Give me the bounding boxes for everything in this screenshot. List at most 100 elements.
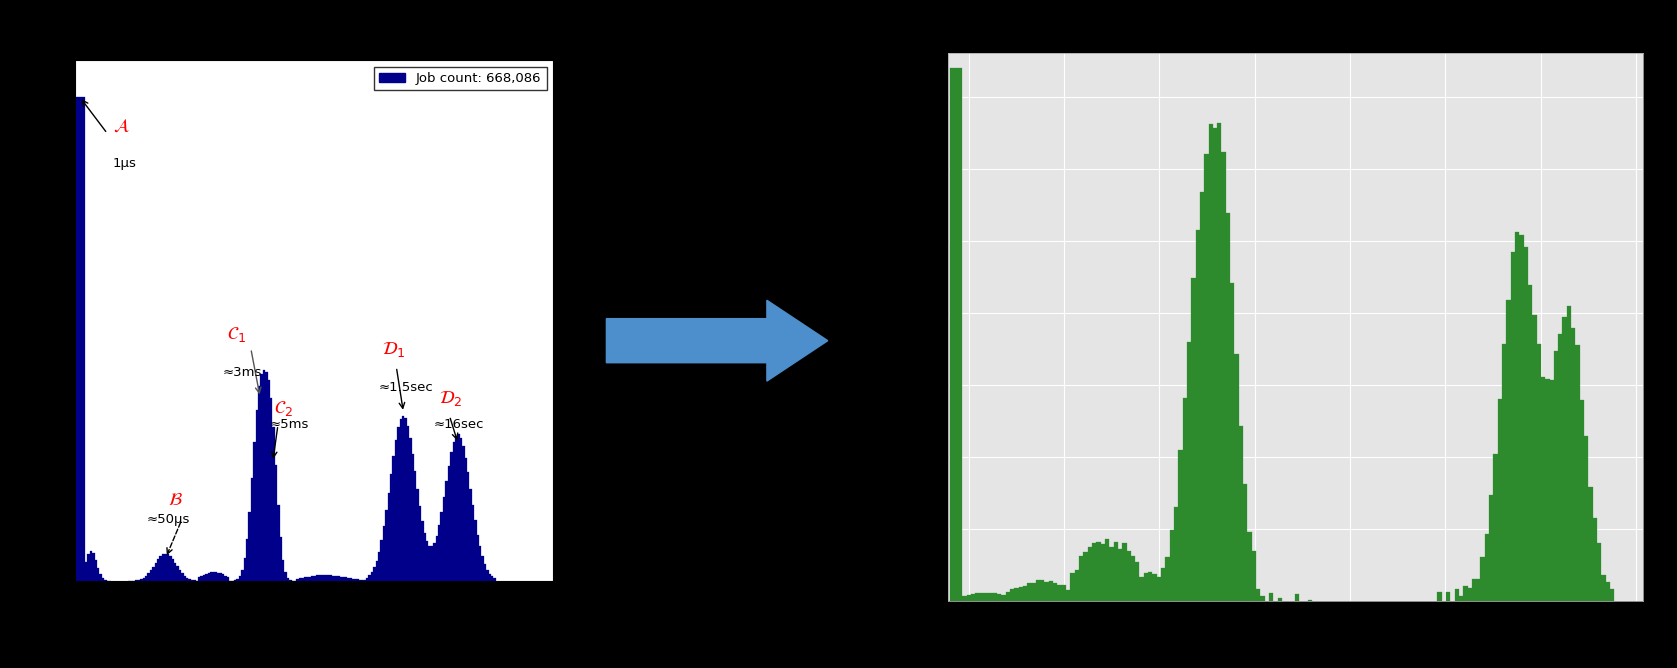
Bar bbox=[220, 574, 221, 581]
Bar bbox=[297, 578, 299, 581]
Bar bbox=[454, 436, 458, 581]
Bar bbox=[200, 576, 203, 581]
Bar bbox=[392, 456, 394, 581]
Bar bbox=[954, 68, 958, 601]
Bar bbox=[1078, 556, 1083, 601]
Bar bbox=[158, 560, 159, 581]
Bar bbox=[330, 575, 332, 581]
Bar bbox=[352, 578, 354, 581]
Bar bbox=[1028, 583, 1031, 601]
Bar bbox=[320, 575, 322, 581]
Bar bbox=[302, 578, 304, 581]
Bar bbox=[488, 574, 491, 581]
Bar bbox=[82, 97, 86, 581]
Bar bbox=[310, 576, 314, 581]
Bar bbox=[971, 594, 976, 601]
Bar bbox=[340, 576, 342, 581]
Bar bbox=[1566, 306, 1571, 601]
Bar bbox=[465, 458, 466, 581]
Bar bbox=[335, 576, 337, 581]
Bar bbox=[299, 578, 302, 581]
Bar bbox=[1149, 572, 1152, 601]
Bar bbox=[1058, 584, 1062, 601]
Bar bbox=[1251, 551, 1256, 601]
Bar bbox=[1506, 300, 1511, 601]
Bar bbox=[1528, 285, 1533, 601]
Bar bbox=[255, 409, 258, 581]
Bar bbox=[1036, 580, 1040, 601]
Bar bbox=[91, 550, 92, 581]
Bar bbox=[327, 575, 330, 581]
Bar bbox=[1108, 546, 1114, 601]
Bar bbox=[387, 493, 391, 581]
Bar bbox=[1045, 582, 1048, 601]
Bar bbox=[1097, 542, 1100, 601]
Bar bbox=[1119, 549, 1122, 601]
Bar bbox=[1212, 128, 1218, 601]
Bar bbox=[1010, 589, 1015, 601]
Text: $\mathcal{B}$: $\mathcal{B}$ bbox=[168, 490, 183, 508]
Bar bbox=[1001, 595, 1006, 601]
Bar bbox=[1040, 580, 1045, 601]
Bar bbox=[314, 576, 315, 581]
Bar bbox=[1571, 328, 1575, 601]
Bar bbox=[176, 566, 179, 581]
Bar bbox=[1484, 534, 1489, 601]
Bar bbox=[226, 576, 230, 581]
Bar bbox=[1610, 589, 1615, 601]
Bar bbox=[179, 570, 181, 581]
Bar bbox=[243, 558, 247, 581]
Y-axis label: Num Occurrences: Num Occurrences bbox=[885, 259, 901, 395]
Bar bbox=[148, 573, 149, 581]
Bar bbox=[166, 554, 169, 581]
Text: $\mathcal{C}_2$: $\mathcal{C}_2$ bbox=[273, 399, 293, 418]
Bar bbox=[404, 418, 408, 581]
Y-axis label: Counts: Counts bbox=[37, 295, 52, 346]
Bar bbox=[409, 438, 411, 581]
Bar bbox=[357, 579, 359, 581]
Bar bbox=[104, 580, 107, 581]
Bar bbox=[376, 560, 377, 581]
Bar bbox=[1472, 579, 1476, 601]
Bar bbox=[191, 580, 193, 581]
Bar bbox=[382, 526, 386, 581]
Bar bbox=[203, 574, 205, 581]
Bar bbox=[213, 572, 215, 581]
Bar bbox=[1248, 532, 1251, 601]
Bar bbox=[968, 595, 971, 601]
Bar bbox=[1053, 583, 1058, 601]
Bar bbox=[1067, 590, 1070, 601]
Bar bbox=[102, 578, 104, 581]
Bar bbox=[1169, 530, 1174, 601]
Bar bbox=[198, 576, 200, 581]
Bar bbox=[408, 426, 409, 581]
Bar bbox=[87, 554, 91, 581]
Bar bbox=[154, 563, 158, 581]
Bar bbox=[275, 465, 277, 581]
Bar bbox=[1454, 589, 1459, 601]
Bar bbox=[174, 562, 176, 581]
Bar bbox=[1088, 548, 1092, 601]
Bar bbox=[416, 489, 419, 581]
Bar bbox=[459, 438, 463, 581]
Bar bbox=[424, 533, 426, 581]
Bar bbox=[361, 580, 364, 581]
Bar bbox=[280, 537, 282, 581]
Bar bbox=[1597, 543, 1602, 601]
Bar bbox=[1062, 584, 1067, 601]
Bar bbox=[1514, 232, 1519, 601]
Bar bbox=[391, 474, 392, 581]
Text: $\mathcal{A}$: $\mathcal{A}$ bbox=[112, 117, 129, 135]
Bar bbox=[366, 578, 369, 581]
Bar bbox=[304, 577, 305, 581]
Bar bbox=[1234, 355, 1239, 601]
Bar bbox=[1015, 589, 1018, 601]
Bar bbox=[421, 521, 424, 581]
FancyArrow shape bbox=[607, 300, 828, 381]
Bar bbox=[1191, 278, 1196, 601]
Bar bbox=[394, 440, 397, 581]
Bar bbox=[463, 446, 465, 581]
Bar bbox=[146, 576, 148, 581]
Bar bbox=[1278, 598, 1281, 601]
Bar bbox=[277, 504, 280, 581]
